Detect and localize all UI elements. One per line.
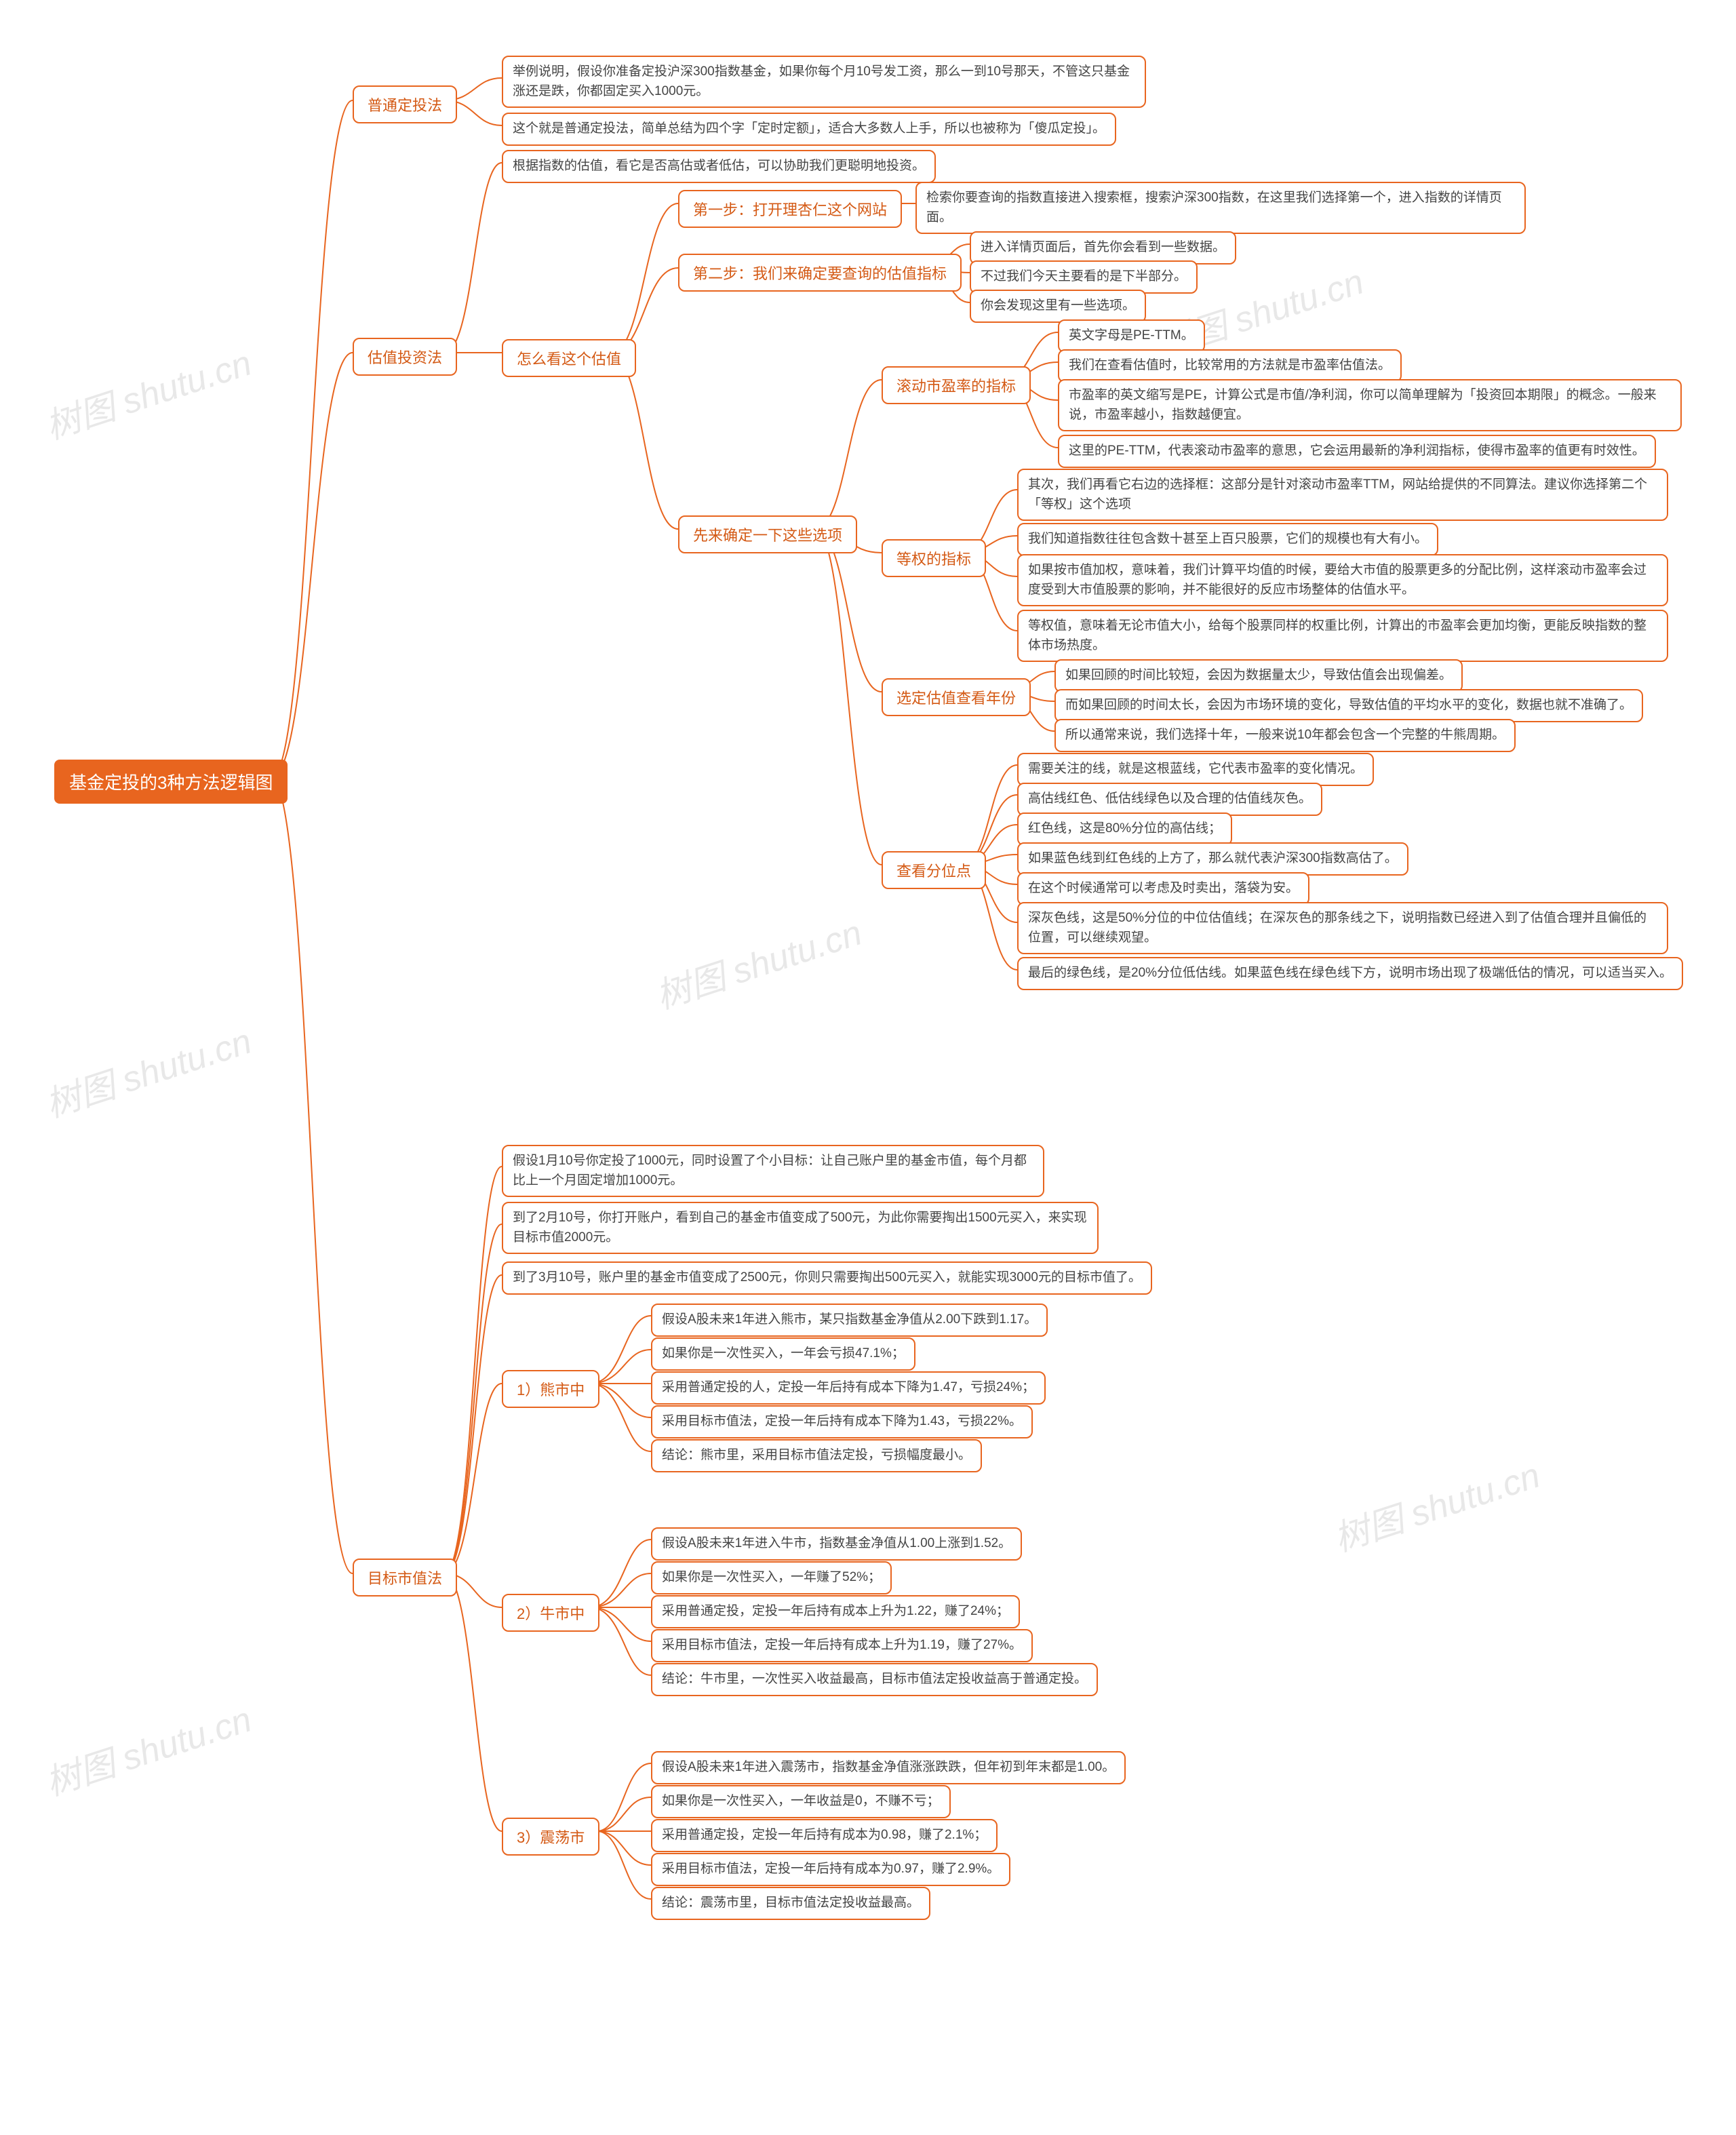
method2-pct-l5: 在这个时候通常可以考虑及时卖出，落袋为安。 bbox=[1017, 872, 1309, 905]
method2-equal-node[interactable]: 等权的指标 bbox=[882, 539, 986, 577]
method3-shake-l3: 采用普通定投，定投一年后持有成本为0.98，赚了2.1%； bbox=[651, 1819, 998, 1852]
method2-pe-l4: 这里的PE-TTM，代表滚动市盈率的意思，它会运用最新的净利润指标，使得市盈率的… bbox=[1058, 435, 1656, 468]
method2-pe-l2: 我们在查看估值时，比较常用的方法就是市盈率估值法。 bbox=[1058, 349, 1402, 383]
method2-step2-l1: 进入详情页面后，首先你会看到一些数据。 bbox=[970, 231, 1236, 265]
method2-step2-l3: 你会发现这里有一些选项。 bbox=[970, 290, 1146, 323]
method2-pct-l2: 高估线红色、低估线绿色以及合理的估值线灰色。 bbox=[1017, 783, 1322, 816]
method2-step2-node[interactable]: 第二步：我们来确定要查询的估值指标 bbox=[678, 254, 962, 292]
method3-bear-l5: 结论：熊市里，采用目标市值法定投，亏损幅度最小。 bbox=[651, 1439, 982, 1472]
watermark: 树图 shutu.cn bbox=[1326, 1447, 1545, 1561]
method2-pct-l7: 最后的绿色线，是20%分位低估线。如果蓝色线在绿色线下方，说明市场出现了极端低估… bbox=[1017, 957, 1683, 990]
method2-howto-node[interactable]: 怎么看这个估值 bbox=[502, 339, 636, 377]
method3-intro1: 假设1月10号你定投了1000元，同时设置了个小目标：让自己账户里的基金市值，每… bbox=[502, 1145, 1044, 1197]
method2-pe-l1: 英文字母是PE-TTM。 bbox=[1058, 319, 1205, 353]
watermark: 树图 shutu.cn bbox=[648, 904, 867, 1019]
method2-intro: 根据指数的估值，看它是否高估或者低估，可以协助我们更聪明地投资。 bbox=[502, 150, 936, 183]
method3-shake-l1: 假设A股未来1年进入震荡市，指数基金净值涨涨跌跌，但年初到年末都是1.00。 bbox=[651, 1751, 1126, 1784]
watermark: 树图 shutu.cn bbox=[38, 334, 257, 449]
method2-step1-leaf: 检索你要查询的指数直接进入搜索框，搜索沪深300指数，在这里我们选择第一个，进入… bbox=[915, 182, 1526, 234]
method2-equal-l2: 我们知道指数往往包含数十甚至上百只股票，它们的规模也有大有小。 bbox=[1017, 523, 1438, 556]
method2-pct-l4: 如果蓝色线到红色线的上方了，那么就代表沪深300指数高估了。 bbox=[1017, 842, 1408, 876]
method3-bull-node[interactable]: 2）牛市中 bbox=[502, 1594, 599, 1632]
method2-equal-l3: 如果按市值加权，意味着，我们计算平均值的时候，要给大市值的股票更多的分配比例，这… bbox=[1017, 554, 1668, 606]
method2-pct-l1: 需要关注的线，就是这根蓝线，它代表市盈率的变化情况。 bbox=[1017, 753, 1374, 786]
method2-percentile-node[interactable]: 查看分位点 bbox=[882, 851, 986, 889]
method3-bull-l2: 如果你是一次性买入，一年赚了52%； bbox=[651, 1561, 892, 1594]
method2-years-l3: 所以通常来说，我们选择十年，一般来说10年都会包含一个完整的牛熊周期。 bbox=[1054, 719, 1516, 752]
method3-bull-l1: 假设A股未来1年进入牛市，指数基金净值从1.00上涨到1.52。 bbox=[651, 1527, 1022, 1561]
method3-shake-node[interactable]: 3）震荡市 bbox=[502, 1818, 599, 1856]
method2-years-node[interactable]: 选定估值查看年份 bbox=[882, 678, 1031, 716]
method3-bear-l3: 采用普通定投的人，定投一年后持有成本下降为1.47，亏损24%； bbox=[651, 1371, 1046, 1405]
method2-equal-l1: 其次，我们再看它右边的选择框：这部分是针对滚动市盈率TTM，网站给提供的不同算法… bbox=[1017, 469, 1668, 521]
watermark: 树图 shutu.cn bbox=[38, 1691, 257, 1805]
method3-shake-l5: 结论：震荡市里，目标市值法定投收益最高。 bbox=[651, 1887, 930, 1920]
method3-bull-l3: 采用普通定投，定投一年后持有成本上升为1.22，赚了24%； bbox=[651, 1595, 1020, 1628]
method2-equal-l4: 等权值，意味着无论市值大小，给每个股票同样的权重比例，计算出的市盈率会更加均衡，… bbox=[1017, 610, 1668, 662]
method2-years-l2: 而如果回顾的时间太长，会因为市场环境的变化，导致估值的平均水平的变化，数据也就不… bbox=[1054, 689, 1643, 722]
method1-leaf-2: 这个就是普通定投法，简单总结为四个字「定时定额」，适合大多数人上手，所以也被称为… bbox=[502, 113, 1116, 146]
method2-pct-l3: 红色线，这是80%分位的高估线； bbox=[1017, 812, 1232, 846]
method3-shake-l4: 采用目标市值法，定投一年后持有成本为0.97，赚了2.9%。 bbox=[651, 1853, 1010, 1886]
method2-node[interactable]: 估值投资法 bbox=[353, 338, 457, 376]
method3-node[interactable]: 目标市值法 bbox=[353, 1559, 457, 1597]
method3-intro2: 到了2月10号，你打开账户，看到自己的基金市值变成了500元，为此你需要掏出15… bbox=[502, 1202, 1099, 1254]
method2-years-l1: 如果回顾的时间比较短，会因为数据量太少，导致估值会出现偏差。 bbox=[1054, 659, 1463, 692]
watermark: 树图 shutu.cn bbox=[38, 1013, 257, 1127]
method3-bear-l1: 假设A股未来1年进入熊市，某只指数基金净值从2.00下跌到1.17。 bbox=[651, 1304, 1048, 1337]
method2-pct-l6: 深灰色线，这是50%分位的中位估值线；在深灰色的那条线之下，说明指数已经进入到了… bbox=[1017, 902, 1668, 954]
method2-pe-l3: 市盈率的英文缩写是PE，计算公式是市值/净利润，你可以简单理解为「投资回本期限」… bbox=[1058, 379, 1682, 431]
method2-step1-node[interactable]: 第一步：打开理杏仁这个网站 bbox=[678, 190, 902, 228]
method3-intro3: 到了3月10号，账户里的基金市值变成了2500元，你则只需要掏出500元买入，就… bbox=[502, 1261, 1152, 1295]
method3-bull-l5: 结论：牛市里，一次性买入收益最高，目标市值法定投收益高于普通定投。 bbox=[651, 1663, 1098, 1696]
method2-pe-node[interactable]: 滚动市盈率的指标 bbox=[882, 366, 1031, 404]
method3-shake-l2: 如果你是一次性买入，一年收益是0，不赚不亏； bbox=[651, 1785, 951, 1818]
method3-bear-l2: 如果你是一次性买入，一年会亏损47.1%； bbox=[651, 1337, 915, 1371]
root-node[interactable]: 基金定投的3种方法逻辑图 bbox=[54, 760, 288, 804]
method2-options-node[interactable]: 先来确定一下这些选项 bbox=[678, 515, 857, 553]
method3-bear-l4: 采用目标市值法，定投一年后持有成本下降为1.43，亏损22%。 bbox=[651, 1405, 1033, 1438]
method1-leaf-1: 举例说明，假设你准备定投沪深300指数基金，如果你每个月10号发工资，那么一到1… bbox=[502, 56, 1146, 108]
method3-bull-l4: 采用目标市值法，定投一年后持有成本上升为1.19，赚了27%。 bbox=[651, 1629, 1033, 1662]
method1-node[interactable]: 普通定投法 bbox=[353, 85, 457, 123]
method3-bear-node[interactable]: 1）熊市中 bbox=[502, 1370, 599, 1408]
method2-step2-l2: 不过我们今天主要看的是下半部分。 bbox=[970, 260, 1198, 294]
